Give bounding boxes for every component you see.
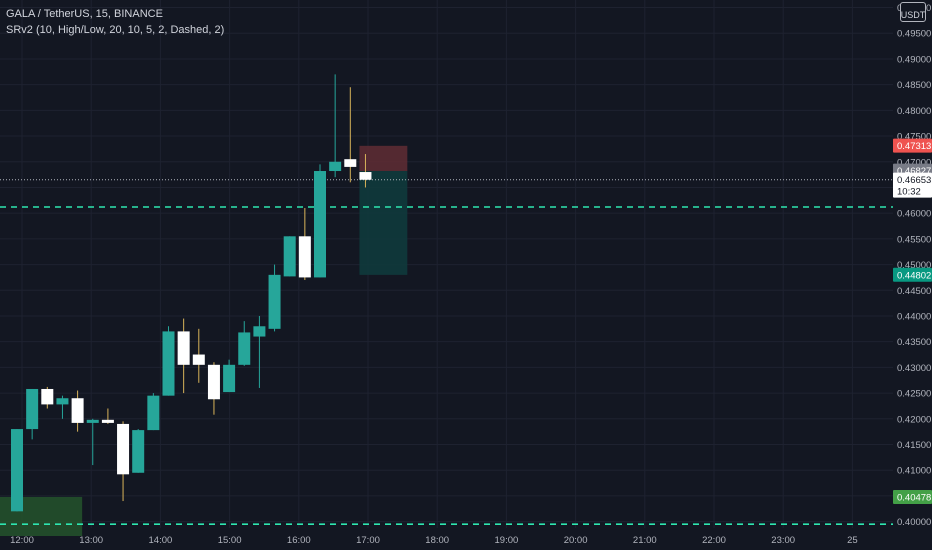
x-tick-label: 18:00 — [425, 535, 449, 546]
x-tick-label: 19:00 — [495, 535, 519, 546]
x-tick-label: 23:00 — [771, 535, 795, 546]
x-tick-label: 12:00 — [10, 535, 34, 546]
chart-zones — [0, 145, 408, 536]
candlestick-series — [11, 74, 372, 512]
time-axis[interactable]: 12:00 13:00 14:00 15:00 16:00 17:00 18:00 19:00… — [10, 535, 858, 546]
countdown-timer: 10:32 — [897, 187, 921, 198]
x-tick-label: 22:00 — [702, 535, 726, 546]
candle-body — [329, 161, 342, 172]
y-tick-label: 0.48000 — [897, 106, 931, 117]
y-tick-label: 0.44000 — [897, 311, 931, 322]
y-tick-label: 0.44500 — [897, 286, 931, 297]
chart-lines — [0, 179, 893, 525]
current-price-value: 0.46653 — [897, 175, 931, 186]
candle-body — [283, 236, 296, 277]
candle-body — [117, 423, 130, 475]
current-price-badge — [893, 172, 932, 198]
take-profit-zone — [359, 171, 408, 275]
x-tick-label: 17:00 — [356, 535, 380, 546]
x-tick-label: 21:00 — [633, 535, 657, 546]
chart-grid — [0, 0, 893, 528]
x-tick-label: 15:00 — [218, 535, 242, 546]
candle-body — [147, 395, 160, 431]
x-tick-label: 20:00 — [564, 535, 588, 546]
candle-body — [41, 388, 54, 405]
candle-body — [223, 364, 236, 393]
y-tick-label: 0.40000 — [897, 517, 931, 528]
y-tick-label: 0.43500 — [897, 337, 931, 348]
candle-body — [101, 419, 114, 423]
last-price-value: 0.46827 — [897, 166, 931, 177]
candle-body — [177, 331, 190, 365]
candle-body — [162, 331, 175, 396]
y-tick-label: 0.45000 — [897, 260, 931, 271]
support-price-badge — [893, 490, 932, 505]
x-tick-label: 13:00 — [79, 535, 103, 546]
y-tick-label: 0.41500 — [897, 440, 931, 451]
y-tick-label: 0.47500 — [897, 132, 931, 143]
indicator-title[interactable]: SRv2 (10, High/Low, 20, 10, 5, 2, Dashed… — [6, 24, 225, 36]
symbol-title[interactable]: GALA / TetherUS, 15, BINANCE — [6, 8, 163, 20]
y-tick-label: 0.47000 — [897, 157, 931, 168]
candle-body — [238, 332, 251, 365]
x-tick-label: 16:00 — [287, 535, 311, 546]
x-tick-label: 25 — [847, 535, 858, 546]
y-tick-label: 0.43000 — [897, 363, 931, 374]
price-axis[interactable]: 0.400000.405000.410000.415000.420000.425… — [897, 3, 931, 528]
currency-button[interactable]: USDT — [900, 2, 926, 22]
candle-body — [268, 274, 281, 329]
y-tick-label: 0.42500 — [897, 389, 931, 400]
candle-body — [192, 354, 205, 365]
candle-body — [71, 398, 84, 423]
y-tick-label: 0.48500 — [897, 80, 931, 91]
candle-body — [253, 326, 266, 337]
candle-body — [359, 172, 372, 180]
support-price-value: 0.40478 — [897, 493, 931, 504]
y-tick-label: 0.49500 — [897, 29, 931, 40]
y-tick-label: 0.49000 — [897, 54, 931, 65]
candle-body — [132, 430, 145, 473]
y-tick-label: 0.41000 — [897, 466, 931, 477]
candle-body — [207, 364, 220, 400]
y-tick-label: 0.46000 — [897, 209, 931, 220]
candle-body — [26, 388, 39, 430]
candle-body — [298, 236, 311, 278]
x-tick-label: 14:00 — [149, 535, 173, 546]
chart-legend: GALA / TetherUS, 15, BINANCE SRv2 (10, H… — [6, 6, 224, 38]
y-tick-label: 0.42000 — [897, 414, 931, 425]
candle-body — [56, 398, 69, 405]
stop-price-value: 0.47313 — [897, 141, 931, 152]
candle-body — [314, 171, 326, 278]
stop-loss-zone — [359, 145, 408, 172]
stop-price-badge — [893, 138, 932, 153]
target-price-badge — [893, 267, 932, 282]
target-price-value: 0.44802 — [897, 270, 931, 281]
candle-body — [344, 159, 357, 167]
candle-body — [86, 419, 99, 423]
candle-body — [11, 429, 23, 512]
y-tick-label: 0.45500 — [897, 234, 931, 245]
